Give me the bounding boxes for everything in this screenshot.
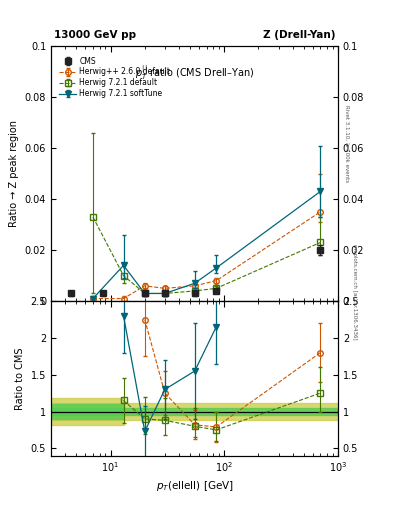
X-axis label: $p_T$(ellell) [GeV]: $p_T$(ellell) [GeV] xyxy=(156,479,233,493)
Bar xyxy=(51,398,123,425)
Text: Z (Drell-Yan): Z (Drell-Yan) xyxy=(263,30,335,40)
Y-axis label: Ratio → Z peak region: Ratio → Z peak region xyxy=(9,120,19,227)
Y-axis label: Ratio to CMS: Ratio to CMS xyxy=(15,347,25,410)
Legend: CMS, Herwig++ 2.6.0 default, Herwig 7.2.1 default, Herwig 7.2.1 softTune: CMS, Herwig++ 2.6.0 default, Herwig 7.2.… xyxy=(58,55,172,100)
Text: Rivet 3.1.10, ≥ 100k events: Rivet 3.1.10, ≥ 100k events xyxy=(344,105,349,182)
Bar xyxy=(51,402,338,420)
Text: mcplots.cern.ch [arXiv:1306.3436]: mcplots.cern.ch [arXiv:1306.3436] xyxy=(352,244,357,339)
Text: $p_T^{||}$ ratio (CMS Drell–Yan): $p_T^{||}$ ratio (CMS Drell–Yan) xyxy=(135,64,254,82)
Text: 13000 GeV pp: 13000 GeV pp xyxy=(54,30,136,40)
Bar xyxy=(51,408,338,415)
Bar xyxy=(51,404,123,419)
